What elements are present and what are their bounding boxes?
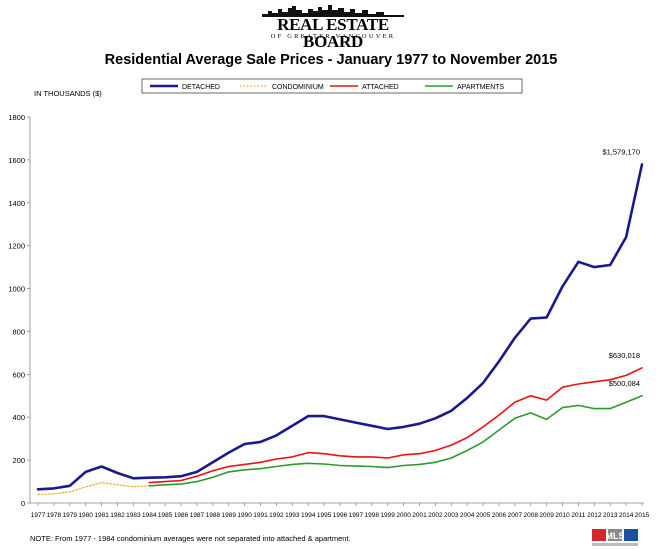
x-tick-label: 1998 bbox=[365, 512, 380, 519]
x-tick-label: 1996 bbox=[333, 512, 348, 519]
svg-text:MLS: MLS bbox=[606, 531, 625, 541]
x-tick-label: 1995 bbox=[317, 512, 332, 519]
x-tick-label: 1982 bbox=[110, 512, 125, 519]
legend-label-attached: ATTACHED bbox=[362, 84, 399, 91]
logo-subtitle: OF GREATER VANCOUVER bbox=[270, 33, 396, 40]
x-tick-label: 2007 bbox=[508, 512, 523, 519]
legend-label-condominium: CONDOMINIUM bbox=[272, 84, 324, 91]
value-annotation: $1,579,170 bbox=[602, 147, 640, 156]
x-tick-label: 2012 bbox=[587, 512, 602, 519]
series-line-detached bbox=[36, 163, 644, 491]
y-tick-label: 800 bbox=[12, 327, 25, 336]
x-tick-label: 2003 bbox=[444, 512, 459, 519]
x-tick-label: 2001 bbox=[412, 512, 427, 519]
y-tick-label: 1200 bbox=[8, 242, 25, 251]
footnote: NOTE: From 1977 - 1984 condominium avera… bbox=[30, 534, 351, 543]
y-tick-label: 400 bbox=[12, 413, 25, 422]
x-tick-label: 1987 bbox=[190, 512, 205, 519]
x-tick-label: 1981 bbox=[94, 512, 109, 519]
x-tick-label: 1991 bbox=[253, 512, 268, 519]
x-tick-label: 1990 bbox=[237, 512, 252, 519]
x-tick-label: 1989 bbox=[222, 512, 237, 519]
series-line-condominium bbox=[37, 482, 150, 495]
city-skyline-icon bbox=[262, 5, 404, 17]
x-tick-label: 1993 bbox=[285, 512, 300, 519]
y-tick-label: 0 bbox=[21, 499, 25, 508]
x-tick-label: 2005 bbox=[476, 512, 491, 519]
x-tick-label: 2004 bbox=[460, 512, 475, 519]
value-annotation: $500,084 bbox=[609, 379, 640, 388]
x-tick-label: 2010 bbox=[555, 512, 570, 519]
x-tick-label: 2011 bbox=[571, 512, 585, 519]
x-tick-label: 1988 bbox=[206, 512, 221, 519]
x-tick-label: 1980 bbox=[78, 512, 93, 519]
series-line-attached bbox=[148, 367, 643, 484]
annotation-layer: $1,579,170 $630,018 $500,084 bbox=[602, 147, 640, 387]
y-tick-label: 600 bbox=[12, 370, 25, 379]
y-tick-label: 200 bbox=[12, 456, 25, 465]
x-tick-label: 1985 bbox=[158, 512, 173, 519]
logo-title: REAL ESTATE BOARD bbox=[277, 15, 389, 51]
x-tick-label: 1986 bbox=[174, 512, 189, 519]
x-tick-label: 1977 bbox=[31, 512, 46, 519]
chart-title: Residential Average Sale Prices - Januar… bbox=[104, 52, 558, 68]
x-tick-label: 1997 bbox=[349, 512, 364, 519]
x-tick-label: 1979 bbox=[63, 512, 78, 519]
x-tick-label: 2008 bbox=[524, 512, 539, 519]
x-axis: 1977 1978 1979 1980 1981 1982 1983 1984 1985 1986… bbox=[30, 502, 650, 519]
x-tick-label: 2009 bbox=[539, 512, 554, 519]
x-tick-label: 2014 bbox=[619, 512, 634, 519]
y-axis: 0 200 400 600 800 1000 1200 1400 1600 1800 bbox=[8, 113, 31, 508]
legend-label-detached: DETACHED bbox=[182, 84, 220, 91]
x-tick-label: 2002 bbox=[428, 512, 443, 519]
x-tick-label: 1999 bbox=[380, 512, 395, 519]
brand-logo: REAL ESTATE BOARD OF GREATER VANCOUVER bbox=[258, 4, 408, 50]
x-tick-label: 1994 bbox=[301, 512, 316, 519]
x-tick-label: 1978 bbox=[47, 512, 62, 519]
legend-label-apartments: APARTMENTS bbox=[457, 84, 505, 91]
x-tick-label: 2013 bbox=[603, 512, 618, 519]
y-tick-label: 1400 bbox=[8, 199, 25, 208]
x-tick-label: 2015 bbox=[635, 512, 650, 519]
legend: DETACHED CONDOMINIUM ATTACHED APARTMENTS bbox=[141, 78, 523, 94]
series-layer bbox=[36, 163, 644, 495]
x-tick-label: 1984 bbox=[142, 512, 157, 519]
y-tick-label: 1800 bbox=[8, 113, 25, 122]
series-line-apartments bbox=[148, 395, 643, 487]
y-axis-label: IN THOUSANDS ($) bbox=[34, 89, 102, 98]
mls-logo-icon: MLS bbox=[592, 529, 638, 546]
x-tick-label: 2000 bbox=[396, 512, 411, 519]
x-tick-label: 2006 bbox=[492, 512, 507, 519]
value-annotation: $630,018 bbox=[609, 351, 640, 360]
y-tick-label: 1000 bbox=[8, 285, 25, 294]
y-tick-label: 1600 bbox=[8, 156, 25, 165]
x-tick-label: 1983 bbox=[126, 512, 141, 519]
x-tick-label: 1992 bbox=[269, 512, 284, 519]
